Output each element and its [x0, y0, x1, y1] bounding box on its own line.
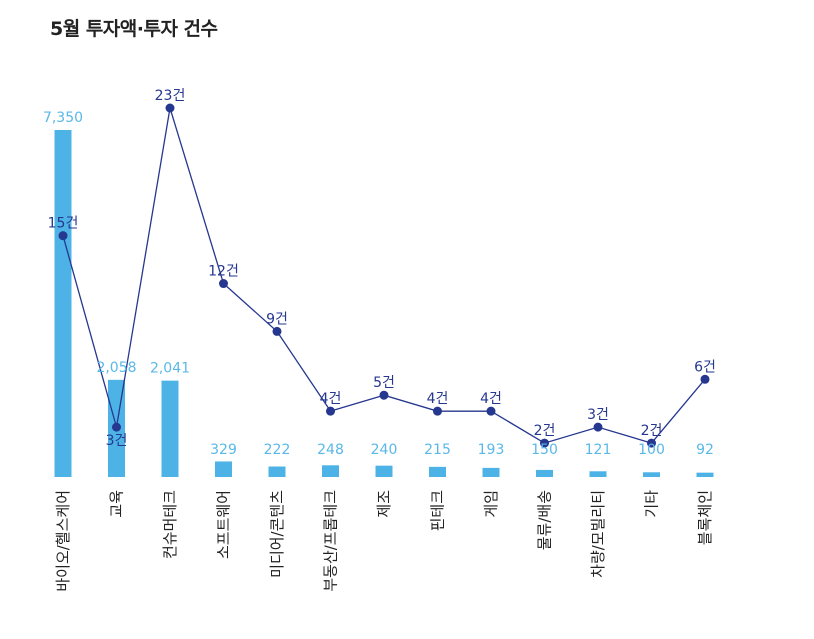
bar-3 [215, 461, 232, 477]
category-label-7: 핀테크 [429, 490, 447, 531]
count-label-5: 4건 [320, 391, 342, 407]
count-point-4 [272, 326, 282, 336]
count-label-1: 3건 [106, 433, 128, 449]
category-label-8: 게임 [482, 490, 500, 518]
category-label-12: 블록체인 [696, 490, 714, 545]
amount-label-7: 215 [424, 442, 451, 458]
count-label-7: 4건 [427, 391, 449, 407]
count-label-10: 3건 [587, 407, 609, 423]
count-point-7 [433, 406, 442, 416]
amount-label-2: 2,041 [150, 361, 190, 377]
bar-4 [268, 466, 286, 477]
bar-6 [375, 465, 393, 477]
category-label-3: 소프트웨어 [215, 490, 233, 559]
amount-label-10: 121 [585, 442, 612, 458]
amount-label-1: 2,058 [96, 360, 136, 376]
count-label-12: 6건 [694, 359, 716, 375]
amount-label-0: 7,350 [43, 110, 83, 126]
category-label-11: 기타 [643, 490, 661, 518]
bar-2 [161, 380, 179, 477]
count-point-1 [112, 422, 121, 432]
count-point-9 [540, 438, 549, 448]
category-label-4: 미디어/콘텐츠 [268, 490, 286, 578]
category-label-10: 차량/모빌리티 [589, 490, 607, 578]
category-label-5: 부동산/프롭테크 [322, 490, 340, 592]
count-point-11 [647, 438, 656, 448]
count-point-0 [58, 231, 68, 241]
count-label-2: 23건 [155, 88, 186, 104]
bar-10 [589, 471, 607, 477]
amount-label-4: 222 [264, 442, 291, 458]
count-point-6 [379, 390, 389, 400]
category-label-6: 제조 [375, 490, 393, 518]
count-label-0: 15건 [48, 216, 79, 232]
count-label-4: 9건 [266, 311, 288, 327]
count-point-2 [165, 103, 175, 113]
amount-label-11: 100 [638, 442, 665, 458]
count-label-11: 2건 [641, 423, 663, 439]
amount-label-9: 150 [531, 442, 558, 458]
bar-9 [536, 469, 553, 477]
bar-12 [696, 472, 714, 477]
amount-label-5: 248 [317, 442, 344, 458]
bar-0 [54, 130, 72, 477]
amount-label-12: 92 [696, 442, 714, 458]
category-label-2: 컨슈머테크 [161, 490, 179, 559]
bar-11 [643, 472, 660, 477]
category-label-9: 물류/배송 [536, 490, 554, 550]
category-label-0: 바이오/헬스케어 [54, 490, 72, 592]
count-label-8: 4건 [480, 391, 502, 407]
count-label-3: 12건 [208, 264, 239, 280]
count-label-6: 5건 [373, 375, 395, 391]
bar-8 [482, 467, 500, 477]
bar-7 [429, 466, 446, 477]
count-point-5 [326, 406, 335, 416]
chart-title: 5월 투자액·투자 건수 [50, 18, 218, 40]
amount-label-6: 240 [371, 442, 398, 458]
count-point-8 [486, 406, 496, 416]
count-point-12 [700, 374, 710, 384]
amount-label-8: 193 [478, 442, 505, 458]
count-point-10 [593, 422, 603, 432]
count-point-3 [219, 279, 228, 289]
category-label-1: 교육 [108, 490, 126, 518]
amount-label-3: 329 [210, 442, 237, 458]
count-label-9: 2건 [534, 423, 556, 439]
bar-5 [322, 465, 339, 477]
